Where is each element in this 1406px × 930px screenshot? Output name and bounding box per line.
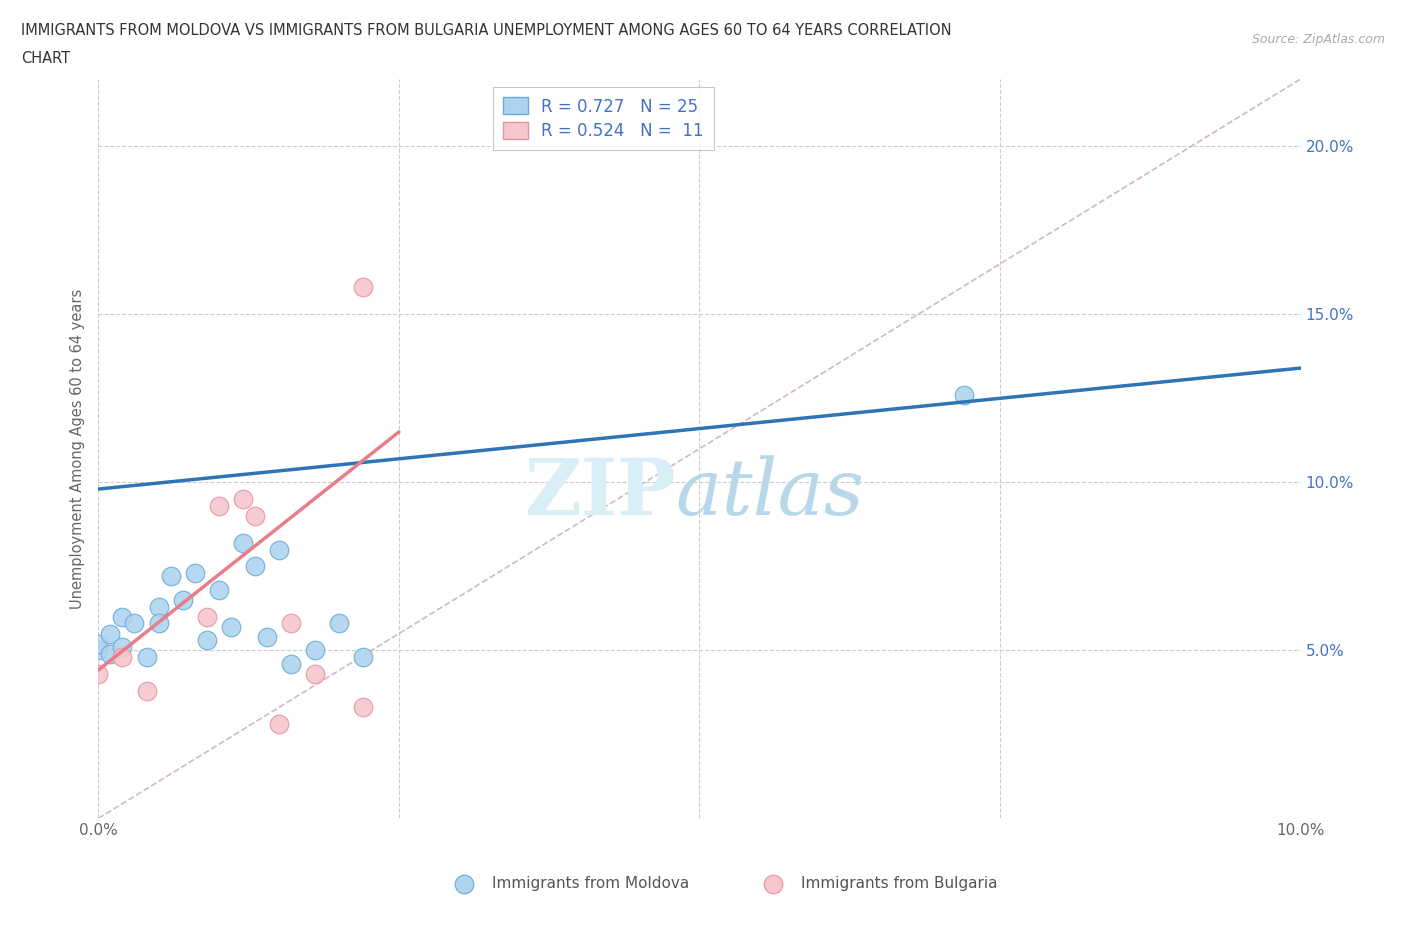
- Point: [135, 684, 157, 698]
- Point: [280, 616, 302, 631]
- Text: atlas: atlas: [675, 455, 865, 531]
- Point: [159, 569, 181, 584]
- Point: [148, 599, 170, 614]
- Text: CHART: CHART: [21, 51, 70, 66]
- Text: IMMIGRANTS FROM MOLDOVA VS IMMIGRANTS FROM BULGARIA UNEMPLOYMENT AMONG AGES 60 T: IMMIGRANTS FROM MOLDOVA VS IMMIGRANTS FR…: [21, 23, 952, 38]
- Point: [352, 650, 374, 665]
- Point: [87, 643, 110, 658]
- Point: [256, 630, 278, 644]
- Point: [267, 717, 290, 732]
- Text: ZIP: ZIP: [524, 455, 675, 531]
- Point: [352, 700, 374, 715]
- Text: Source: ZipAtlas.com: Source: ZipAtlas.com: [1251, 33, 1385, 46]
- Point: [232, 536, 254, 551]
- Point: [304, 667, 326, 682]
- Point: [953, 388, 976, 403]
- Point: [124, 616, 146, 631]
- Point: [100, 626, 122, 641]
- Point: [280, 657, 302, 671]
- Legend: R = 0.727   N = 25, R = 0.524   N =  11: R = 0.727 N = 25, R = 0.524 N = 11: [494, 87, 714, 151]
- Point: [87, 636, 110, 651]
- Point: [87, 667, 110, 682]
- Point: [195, 609, 218, 624]
- Point: [232, 492, 254, 507]
- Point: [195, 632, 218, 647]
- Point: [111, 650, 134, 665]
- Text: Immigrants from Moldova: Immigrants from Moldova: [492, 876, 689, 891]
- Point: [100, 646, 122, 661]
- Text: Immigrants from Bulgaria: Immigrants from Bulgaria: [801, 876, 998, 891]
- Point: [111, 609, 134, 624]
- Point: [148, 616, 170, 631]
- Point: [208, 582, 231, 597]
- Point: [243, 559, 266, 574]
- Point: [135, 650, 157, 665]
- Point: [111, 640, 134, 655]
- Point: [208, 498, 231, 513]
- Point: [304, 643, 326, 658]
- Point: [267, 542, 290, 557]
- Y-axis label: Unemployment Among Ages 60 to 64 years: Unemployment Among Ages 60 to 64 years: [70, 288, 86, 609]
- Point: [183, 565, 205, 580]
- Point: [172, 592, 194, 607]
- Point: [352, 280, 374, 295]
- Point: [243, 509, 266, 524]
- Point: [328, 616, 350, 631]
- Point: [219, 619, 242, 634]
